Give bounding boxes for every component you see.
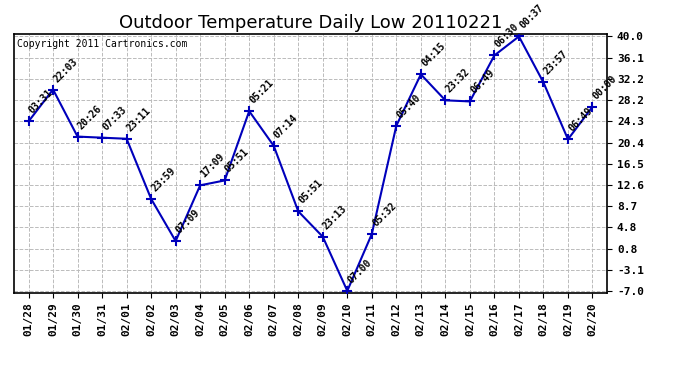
Text: 05:32: 05:32 — [371, 201, 398, 228]
Text: 07:14: 07:14 — [272, 112, 300, 140]
Text: 23:32: 23:32 — [444, 67, 472, 95]
Text: 22:03: 22:03 — [52, 56, 79, 84]
Text: 17:09: 17:09 — [199, 152, 226, 180]
Text: 04:15: 04:15 — [420, 41, 447, 69]
Text: 05:51: 05:51 — [223, 147, 251, 175]
Text: 00:37: 00:37 — [518, 3, 545, 31]
Text: 06:30: 06:30 — [493, 22, 521, 50]
Text: 00:00: 00:00 — [591, 74, 619, 101]
Text: 05:21: 05:21 — [248, 78, 275, 106]
Text: 06:49: 06:49 — [566, 106, 594, 134]
Text: 05:40: 05:40 — [395, 92, 423, 120]
Text: 23:57: 23:57 — [542, 49, 570, 77]
Text: 23:11: 23:11 — [125, 105, 153, 133]
Title: Outdoor Temperature Daily Low 20110221: Outdoor Temperature Daily Low 20110221 — [119, 14, 502, 32]
Text: 03:31: 03:31 — [27, 88, 55, 116]
Text: 23:59: 23:59 — [150, 165, 177, 193]
Text: 07:09: 07:09 — [174, 208, 202, 236]
Text: 07:00: 07:00 — [346, 258, 373, 285]
Text: 07:33: 07:33 — [101, 104, 128, 132]
Text: 20:26: 20:26 — [76, 103, 104, 131]
Text: 06:49: 06:49 — [469, 68, 496, 96]
Text: 23:13: 23:13 — [322, 203, 349, 231]
Text: 05:51: 05:51 — [297, 178, 324, 206]
Text: Copyright 2011 Cartronics.com: Copyright 2011 Cartronics.com — [17, 39, 187, 49]
